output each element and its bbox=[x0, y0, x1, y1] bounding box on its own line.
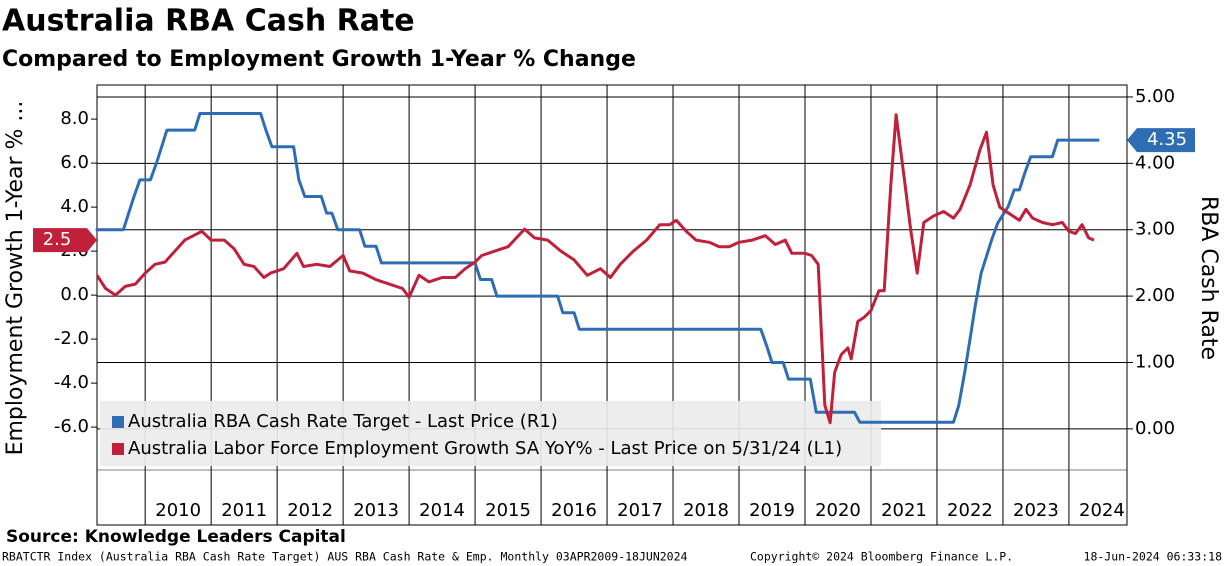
x-tick-label: 2017 bbox=[617, 500, 663, 521]
x-tick-label: 2016 bbox=[551, 500, 597, 521]
last-value-label: 4.35 bbox=[1147, 129, 1187, 150]
legend-box bbox=[100, 401, 881, 466]
y2-tick-label: 4.00 bbox=[1135, 152, 1175, 173]
x-tick-label: 2011 bbox=[221, 500, 267, 521]
y2-tick-label: 5.00 bbox=[1135, 86, 1175, 107]
x-tick-label: 2023 bbox=[1013, 500, 1059, 521]
x-tick-label: 2015 bbox=[485, 500, 531, 521]
x-tick-label: 2021 bbox=[881, 500, 927, 521]
x-tick-label: 2022 bbox=[947, 500, 993, 521]
source: Source: Knowledge Leaders Capital bbox=[6, 527, 346, 547]
chart-title: Australia RBA Cash Rate bbox=[2, 4, 415, 39]
y-tick-label: 8.0 bbox=[60, 108, 89, 129]
footer-left: RBATCTR Index (Australia RBA Cash Rate T… bbox=[2, 550, 688, 564]
last-value-tag bbox=[33, 228, 97, 253]
y-tick-label: -4.0 bbox=[54, 372, 89, 393]
x-tick-label: 2013 bbox=[353, 500, 399, 521]
last-value-tag bbox=[1127, 128, 1195, 153]
x-tick-label: 2014 bbox=[419, 500, 465, 521]
series-line bbox=[95, 113, 1095, 425]
x-tick-label: 2018 bbox=[683, 500, 729, 521]
y-axis-label: Employment Growth 1-Year % ... bbox=[3, 101, 28, 456]
x-tick-label: 2020 bbox=[815, 500, 861, 521]
y2-tick-label: 1.00 bbox=[1135, 351, 1175, 372]
y-tick-label: 4.0 bbox=[60, 196, 89, 217]
legend-swatch bbox=[112, 443, 124, 455]
x-tick-label: 2010 bbox=[155, 500, 201, 521]
x-tick-label: 2012 bbox=[287, 500, 333, 521]
footer-right: 18-Jun-2024 06:33:18 bbox=[1084, 550, 1223, 564]
series-line bbox=[95, 112, 1100, 424]
y-tick-label: 0.0 bbox=[60, 284, 89, 305]
y-tick-label: 6.0 bbox=[60, 152, 89, 173]
legend-label: Australia Labor Force Employment Growth … bbox=[128, 438, 842, 459]
y2-tick-label: 2.00 bbox=[1135, 285, 1175, 306]
x-tick-label: 2024 bbox=[1079, 500, 1125, 521]
footer-center: Copyright© 2024 Bloomberg Finance L.P. bbox=[750, 550, 1013, 564]
y-tick-label: -6.0 bbox=[54, 416, 89, 437]
legend-swatch bbox=[112, 416, 124, 428]
x-tick-label: 2019 bbox=[749, 500, 795, 521]
plot-frame bbox=[96, 84, 1128, 526]
last-value-label: 2.5 bbox=[43, 229, 72, 250]
y2-tick-label: 0.00 bbox=[1135, 418, 1175, 439]
legend-label: Australia RBA Cash Rate Target - Last Pr… bbox=[128, 411, 558, 432]
y-tick-label: -2.0 bbox=[54, 328, 89, 349]
y2-tick-label: 3.00 bbox=[1135, 219, 1175, 240]
chart-subtitle: Compared to Employment Growth 1-Year % C… bbox=[2, 47, 636, 72]
y2-axis-label: RBA Cash Rate bbox=[1196, 196, 1221, 360]
